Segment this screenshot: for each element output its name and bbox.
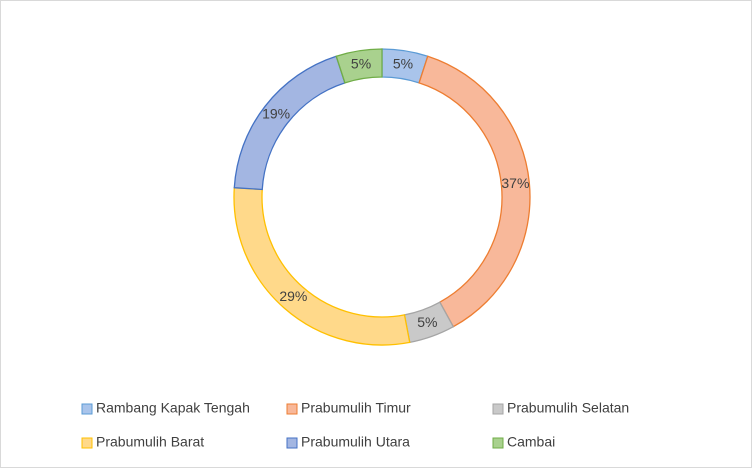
- data-label: 5%: [351, 55, 371, 71]
- legend-swatch: [286, 403, 298, 415]
- legend-label: Prabumulih Timur: [301, 400, 411, 416]
- donut-segment: [335, 48, 383, 84]
- legend-label: Cambai: [507, 434, 555, 450]
- data-label: 29%: [279, 288, 307, 304]
- data-label: 19%: [262, 106, 290, 122]
- legend-swatch: [492, 437, 504, 449]
- data-label: 5%: [417, 314, 437, 330]
- legend-label: Rambang Kapak Tengah: [96, 400, 250, 416]
- data-label: 37%: [501, 175, 529, 191]
- legend-swatch: [81, 403, 93, 415]
- legend-label: Prabumulih Utara: [301, 434, 410, 450]
- legend-label: Prabumulih Selatan: [507, 400, 629, 416]
- legend-swatch: [492, 403, 504, 415]
- legend-swatch: [81, 437, 93, 449]
- legend-swatch: [286, 437, 298, 449]
- data-label: 5%: [393, 55, 413, 71]
- legend-label: Prabumulih Barat: [96, 434, 204, 450]
